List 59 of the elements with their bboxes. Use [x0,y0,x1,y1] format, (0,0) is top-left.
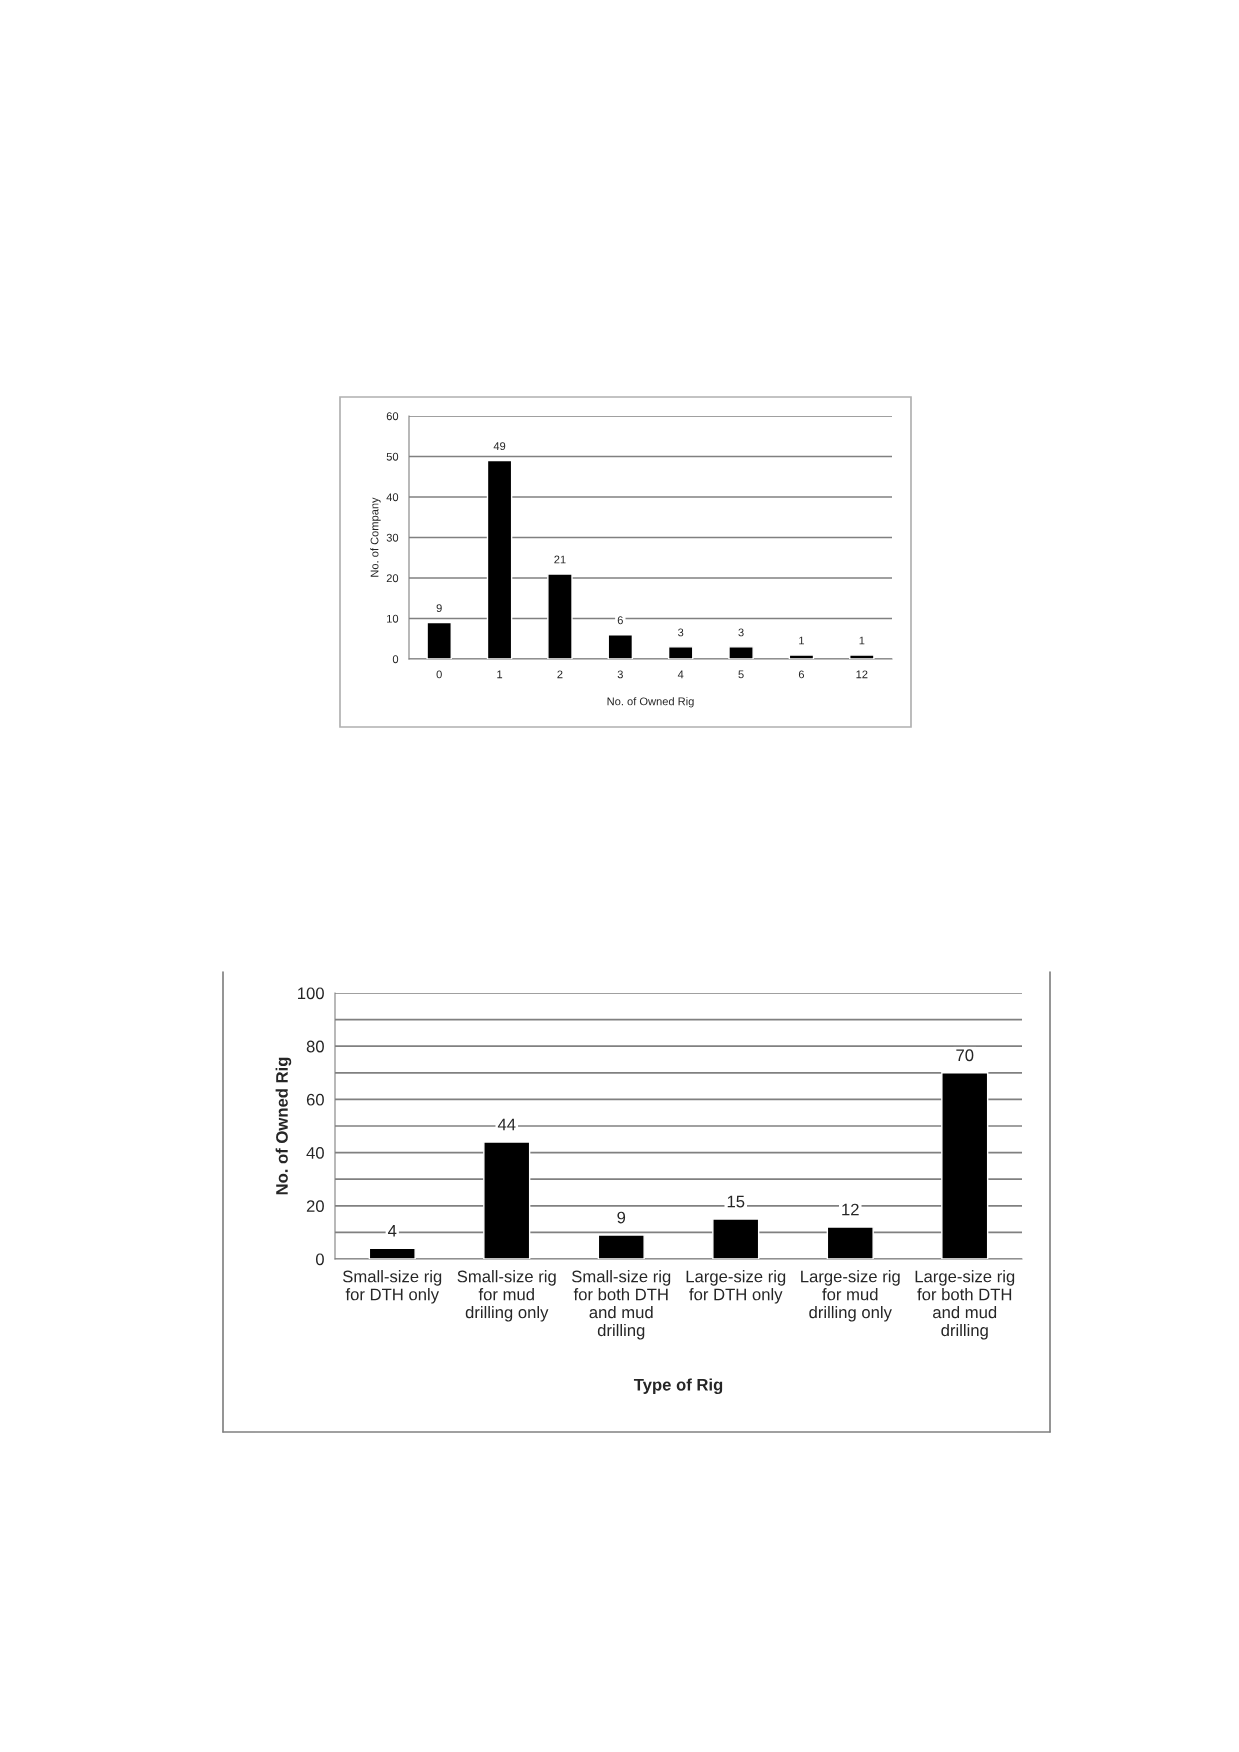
x-tick-label: 12 [856,670,868,679]
data-label: 15 [727,1195,745,1208]
x-tick-label: Large-size rig for mud drilling only [801,1270,900,1322]
x-tick-label: 5 [738,670,744,679]
y-tick-label: 80 [306,1040,324,1053]
data-label: 9 [436,604,442,613]
y-tick-label: 0 [392,655,399,664]
y-axis-title: No. of Company [370,497,381,577]
y-tick-label: 40 [306,1147,324,1159]
data-label: 3 [738,628,744,637]
y-tick-label: 20 [386,574,399,583]
data-label: 1 [859,636,865,645]
x-tick-label: 2 [557,670,563,679]
data-label: 44 [497,1118,516,1131]
bar [597,1234,645,1259]
y-tick-label: 100 [298,987,324,1000]
bar [667,646,694,659]
y-tick-label: 0 [315,1253,324,1266]
x-axis-title: Type of Rig [633,1378,723,1394]
bar [712,1218,760,1259]
x-tick-label: Small-size rig for mud drilling only [457,1270,556,1322]
x-tick-label: Small-size rig for both DTH and mud drilling [572,1270,671,1340]
x-axis-title: No. of Owned Rig [607,697,694,708]
y-tick-label: 30 [386,533,399,542]
data-label: 3 [678,628,684,637]
data-label: 6 [617,616,623,625]
y-tick-label: 60 [306,1093,324,1106]
y-tick-label: 20 [306,1200,324,1212]
bar [728,646,754,659]
bar [486,459,513,659]
x-tick-label: 1 [497,670,503,679]
data-label: 49 [493,442,506,451]
bar [607,634,634,659]
bar [547,573,573,659]
bar [426,621,452,659]
x-tick-label: Large-size rig for DTH only [686,1270,786,1304]
x-tick-label: 0 [436,670,442,679]
bar [941,1072,989,1259]
y-tick-label: 50 [386,452,399,461]
bar [483,1141,531,1259]
data-label: 9 [617,1211,626,1224]
data-label: 21 [554,555,566,564]
bar [368,1247,416,1259]
y-axis-title: No. of Owned Rig [275,1057,292,1195]
data-label: 1 [799,636,804,645]
x-tick-label: 6 [798,670,805,679]
data-label: 70 [956,1049,974,1062]
y-tick-label: 60 [386,412,399,421]
data-label: 4 [388,1225,397,1237]
bar [849,654,875,659]
data-label: 12 [842,1203,859,1216]
y-tick-label: 40 [386,493,399,502]
bar [826,1226,874,1259]
x-tick-label: 4 [677,670,684,679]
x-tick-label: 3 [617,670,623,679]
x-tick-label: Large-size rig for both DTH and mud drilling [915,1270,1015,1340]
y-tick-label: 10 [387,614,399,623]
x-tick-label: Small-size rig for DTH only [343,1270,442,1304]
bar [788,654,815,659]
